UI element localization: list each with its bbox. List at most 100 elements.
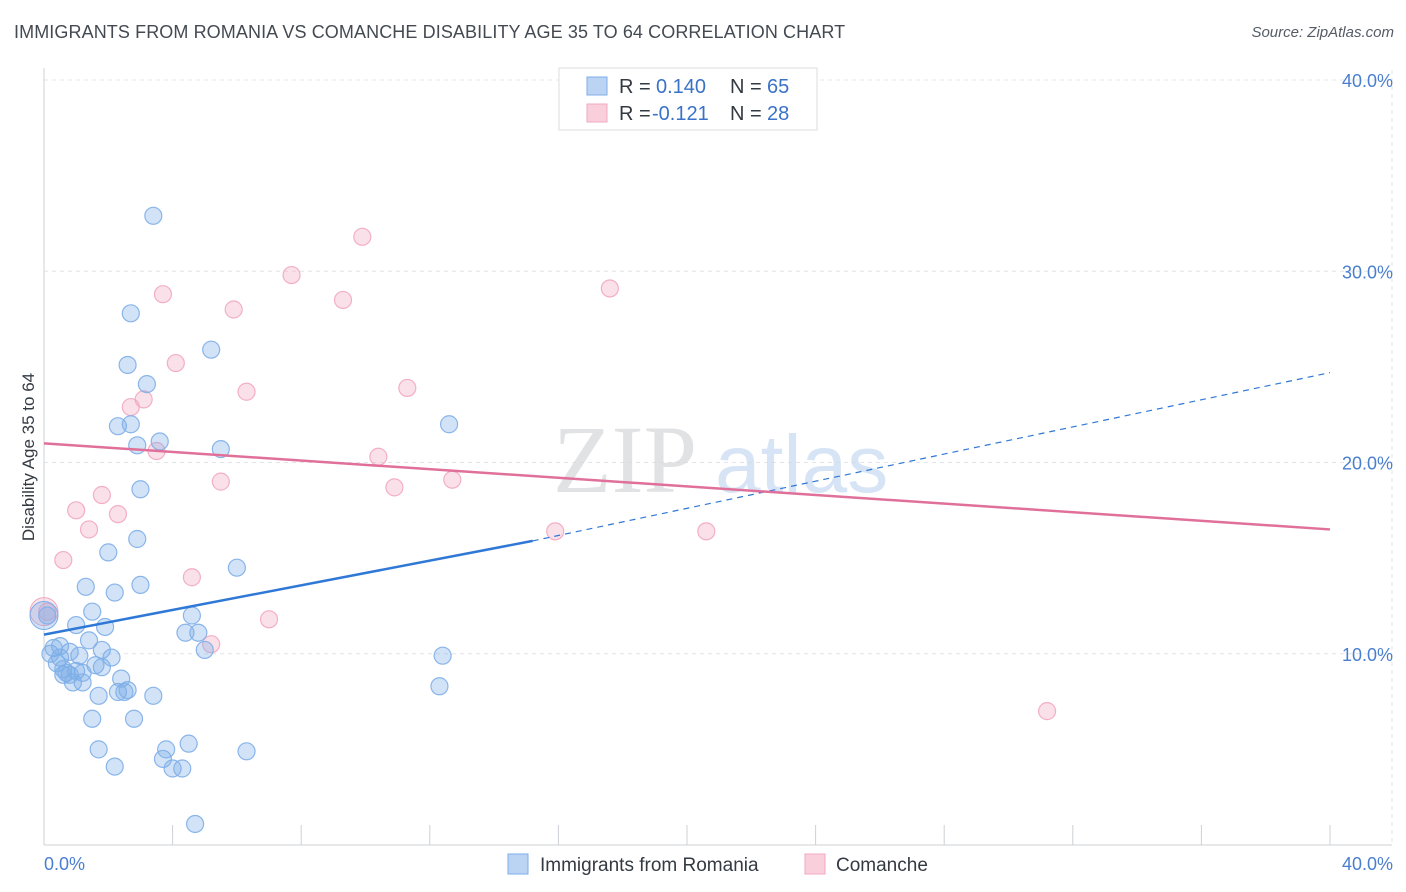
- comanche-point-18: [333, 290, 353, 310]
- romania-point-45: [195, 640, 214, 660]
- romania-point-46: [202, 340, 221, 359]
- trend-lines: [43, 372, 1331, 636]
- comanche-point-13: [211, 472, 230, 491]
- watermark-zip: ZIP: [553, 406, 697, 513]
- romania-point-11: [73, 673, 92, 692]
- legend-r-value-1: 0.140: [656, 76, 706, 98]
- y-axis-label: Disability Age 35 to 64: [19, 373, 38, 541]
- bottom-swatch-comanche: [804, 853, 826, 875]
- comanche-point-27: [1037, 702, 1057, 721]
- y-tick-label-3: 40.0%: [1342, 71, 1393, 91]
- comanche-point-10: [166, 353, 185, 373]
- comanche-point-14: [224, 300, 243, 319]
- romania-point-8: [63, 673, 83, 692]
- romania-point-36: [144, 206, 163, 225]
- romania-point-21: [105, 583, 124, 602]
- x-tick-labels: 0.0% 40.0%: [44, 854, 1393, 874]
- axes: [43, 68, 1392, 846]
- romania-trend-line: [43, 539, 533, 636]
- romania-point-44: [189, 623, 208, 642]
- comanche-point-11: [182, 568, 201, 587]
- romania-point-47: [211, 440, 230, 459]
- romania-point-34: [137, 374, 156, 394]
- legend-swatch-romania: [586, 76, 608, 96]
- comanche-point-21: [385, 478, 404, 497]
- romania-point-19: [99, 543, 118, 562]
- comanche-point-0: [38, 602, 57, 621]
- y-tick-label-2: 30.0%: [1342, 262, 1393, 282]
- romania-point-10: [70, 646, 89, 665]
- watermark: ZIP atlas: [553, 406, 888, 513]
- romania-point-63: [50, 636, 70, 656]
- romania-point-59: [92, 658, 111, 677]
- y-tick-label-1: 20.0%: [1342, 454, 1393, 474]
- comanche-point-22: [398, 378, 417, 398]
- romania-point-54: [105, 757, 124, 776]
- y-tick-label-0: 10.0%: [1342, 645, 1393, 665]
- legend-r-label-1: R =: [619, 76, 651, 98]
- comanche-point-23: [443, 470, 462, 489]
- legend: R = 0.140 N = 65 R = -0.121 N = 28: [558, 67, 818, 131]
- legend-n-label-1: N =: [730, 76, 762, 98]
- comanche-point-9: [153, 285, 173, 304]
- romania-points: [29, 206, 459, 834]
- romania-point-16: [89, 686, 108, 705]
- romania-trend-extension: [532, 372, 1331, 542]
- romania-point-55: [118, 680, 137, 700]
- legend-r-label-2: R =: [619, 103, 651, 125]
- bottom-legend: Immigrants from Romania Comanche: [507, 853, 928, 876]
- romania-point-14: [83, 602, 102, 621]
- comanche-trend-line: [43, 442, 1331, 531]
- comanche-point-3: [79, 520, 99, 539]
- romania-point-0: [38, 606, 57, 625]
- romania-point-49: [237, 742, 256, 761]
- grid-lines: [44, 70, 1393, 845]
- comanche-point-2: [67, 501, 86, 520]
- romania-point-64: [73, 663, 92, 682]
- comanche-points: [29, 227, 1057, 721]
- comanche-point-25: [600, 279, 619, 298]
- romania-point-12: [76, 577, 95, 596]
- romania-point-38: [157, 740, 176, 759]
- romania-point-35: [144, 686, 163, 705]
- romania-point-60: [439, 415, 459, 434]
- romania-point-52: [83, 709, 102, 728]
- legend-r-value-2: -0.121: [652, 103, 709, 125]
- comanche-point-15: [237, 382, 256, 401]
- romania-point-23: [112, 669, 131, 688]
- x-tick-label-0: 0.0%: [44, 854, 85, 874]
- romania-point-26: [118, 355, 137, 375]
- x-tick-label-1: 40.0%: [1342, 854, 1393, 874]
- romania-point-53: [89, 740, 108, 759]
- romania-point-13: [79, 631, 99, 650]
- romania-point-24: [115, 682, 134, 702]
- romania-point-57: [60, 642, 79, 661]
- romania-point-40: [173, 759, 192, 778]
- romania-point-62: [433, 646, 452, 665]
- romania-point-41: [179, 734, 198, 753]
- source-note: Source: ZipAtlas.com: [1251, 24, 1394, 41]
- romania-point-48: [227, 558, 246, 577]
- comanche-point-16: [259, 610, 279, 629]
- comanche-point-edge: [29, 597, 59, 627]
- comanche-point-19: [353, 227, 372, 246]
- bottom-legend-romania: Immigrants from Romania: [540, 855, 759, 876]
- romania-point-56: [67, 615, 86, 635]
- romania-point-edge: [29, 601, 59, 630]
- comanche-point-4: [92, 485, 111, 505]
- comanche-point-7: [134, 390, 153, 409]
- y-tick-labels: 10.0% 20.0% 30.0% 40.0%: [1342, 71, 1393, 665]
- romania-point-39: [163, 759, 182, 778]
- legend-n-value-1: 65: [767, 76, 789, 98]
- romania-point-1: [41, 644, 60, 663]
- romania-point-51: [153, 749, 173, 769]
- comanche-point-5: [108, 505, 128, 524]
- legend-n-label-2: N =: [730, 103, 762, 125]
- bottom-legend-comanche: Comanche: [836, 855, 928, 876]
- comanche-point-17: [282, 265, 301, 285]
- romania-point-58: [54, 665, 73, 684]
- romania-point-43: [182, 606, 201, 625]
- romania-point-31: [121, 304, 140, 323]
- comanche-point-20: [369, 447, 388, 466]
